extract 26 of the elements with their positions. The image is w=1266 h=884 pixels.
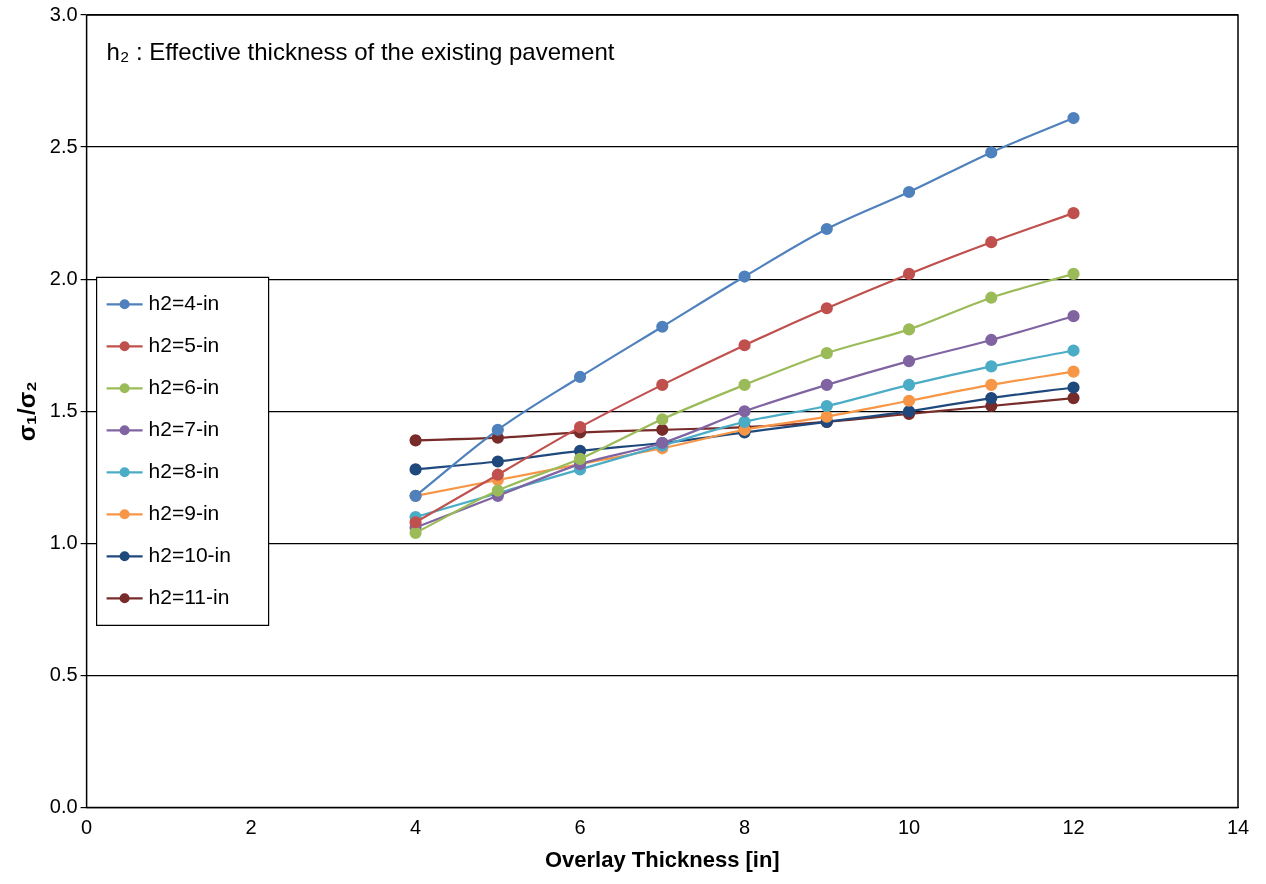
legend-label: h2=8-in	[148, 459, 220, 483]
legend-label: h2=7-in	[148, 417, 220, 441]
y-tick-label: 1.5	[49, 398, 78, 421]
legend-label: h2=9-in	[148, 501, 220, 525]
legend-label: h2=5-in	[148, 333, 220, 357]
x-tick-label: 10	[897, 816, 921, 839]
annotation: h₂ : Effective thickness of the existing pavement	[106, 37, 615, 65]
y-tick-label: 2.0	[49, 266, 78, 289]
x-axis-title: Overlay Thickness [in]	[544, 846, 780, 872]
x-tick-label: 12	[1062, 816, 1085, 839]
x-tick-label: 6	[574, 816, 586, 839]
y-tick-label: 0.5	[49, 663, 78, 686]
x-tick-label: 0	[81, 816, 93, 839]
x-tick-label: 8	[738, 816, 751, 839]
legend-label: h2=11-in	[148, 585, 230, 609]
y-tick-label: 2.5	[49, 134, 78, 157]
x-tick-label: 4	[410, 816, 422, 839]
y-tick-label: 0.0	[49, 795, 78, 818]
legend-label: h2=6-in	[148, 375, 220, 399]
x-tick-label: 14	[1226, 816, 1250, 839]
y-axis-title: σ₁/σ₂	[13, 381, 41, 442]
x-tick-label: 2	[245, 816, 257, 839]
y-tick-label: 3.0	[49, 2, 78, 25]
y-tick-label: 1.0	[49, 530, 78, 553]
legend-label: h2=10-in	[148, 543, 231, 567]
legend-label: h2=4-in	[148, 291, 220, 315]
